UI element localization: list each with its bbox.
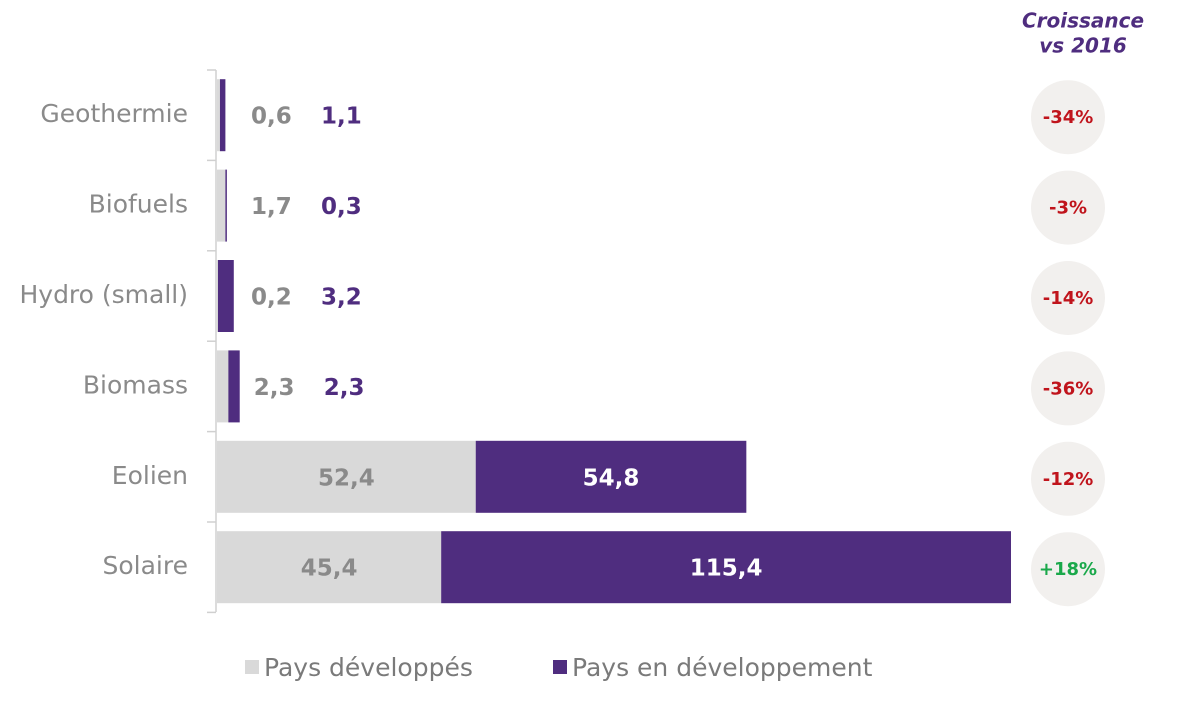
- value-label: 45,4: [301, 556, 358, 582]
- value-label: 54,8: [583, 465, 640, 491]
- category-label: Solaire: [103, 551, 189, 580]
- growth-label: -34%: [1043, 107, 1094, 128]
- growth-label: -12%: [1043, 469, 1094, 490]
- growth-badge: [1031, 351, 1105, 426]
- bar: [217, 260, 218, 332]
- growth-badge: [1031, 170, 1105, 245]
- value-label: 52,4: [318, 465, 375, 491]
- legend-label: Pays développés: [264, 653, 473, 682]
- growth-label: -3%: [1049, 198, 1087, 219]
- category-label: Geothermie: [40, 99, 188, 128]
- bar: [217, 531, 442, 604]
- value-label: 1,1: [321, 104, 362, 130]
- bar: [217, 169, 226, 242]
- bar: [217, 260, 234, 332]
- growth-badge: [1031, 261, 1105, 335]
- growth-badge: [1031, 441, 1105, 516]
- legend-swatch: [553, 660, 567, 674]
- growth-title: Croissance: [1022, 9, 1144, 33]
- growth-badge: [1031, 532, 1105, 607]
- value-label: 1,7: [251, 194, 292, 220]
- bar: [217, 440, 476, 513]
- category-label: Biofuels: [89, 190, 188, 219]
- category-label: Eolien: [112, 461, 188, 490]
- bar: [217, 350, 229, 423]
- bar: [225, 169, 227, 242]
- growth-badge: [1031, 80, 1105, 155]
- legend-label: Pays en développement: [572, 653, 873, 682]
- legend-swatch: [245, 660, 259, 674]
- growth-label: -14%: [1043, 288, 1094, 309]
- value-label: 3,2: [321, 285, 362, 311]
- bar: [217, 79, 220, 152]
- category-label: Hydro (small): [19, 280, 188, 309]
- bar: [219, 79, 226, 152]
- growth-title: vs 2016: [1039, 34, 1127, 58]
- growth-label: -36%: [1043, 378, 1094, 399]
- bar: [475, 440, 747, 513]
- value-label: 2,3: [324, 375, 365, 401]
- bar: [228, 350, 240, 423]
- category-label: Biomass: [83, 370, 188, 399]
- value-label: 0,3: [321, 194, 362, 220]
- value-label: 2,3: [254, 375, 295, 401]
- value-label: 115,4: [690, 556, 763, 582]
- growth-label: +18%: [1039, 559, 1097, 580]
- value-label: 0,2: [251, 285, 292, 311]
- value-label: 0,6: [251, 104, 292, 130]
- bar: [441, 531, 1011, 604]
